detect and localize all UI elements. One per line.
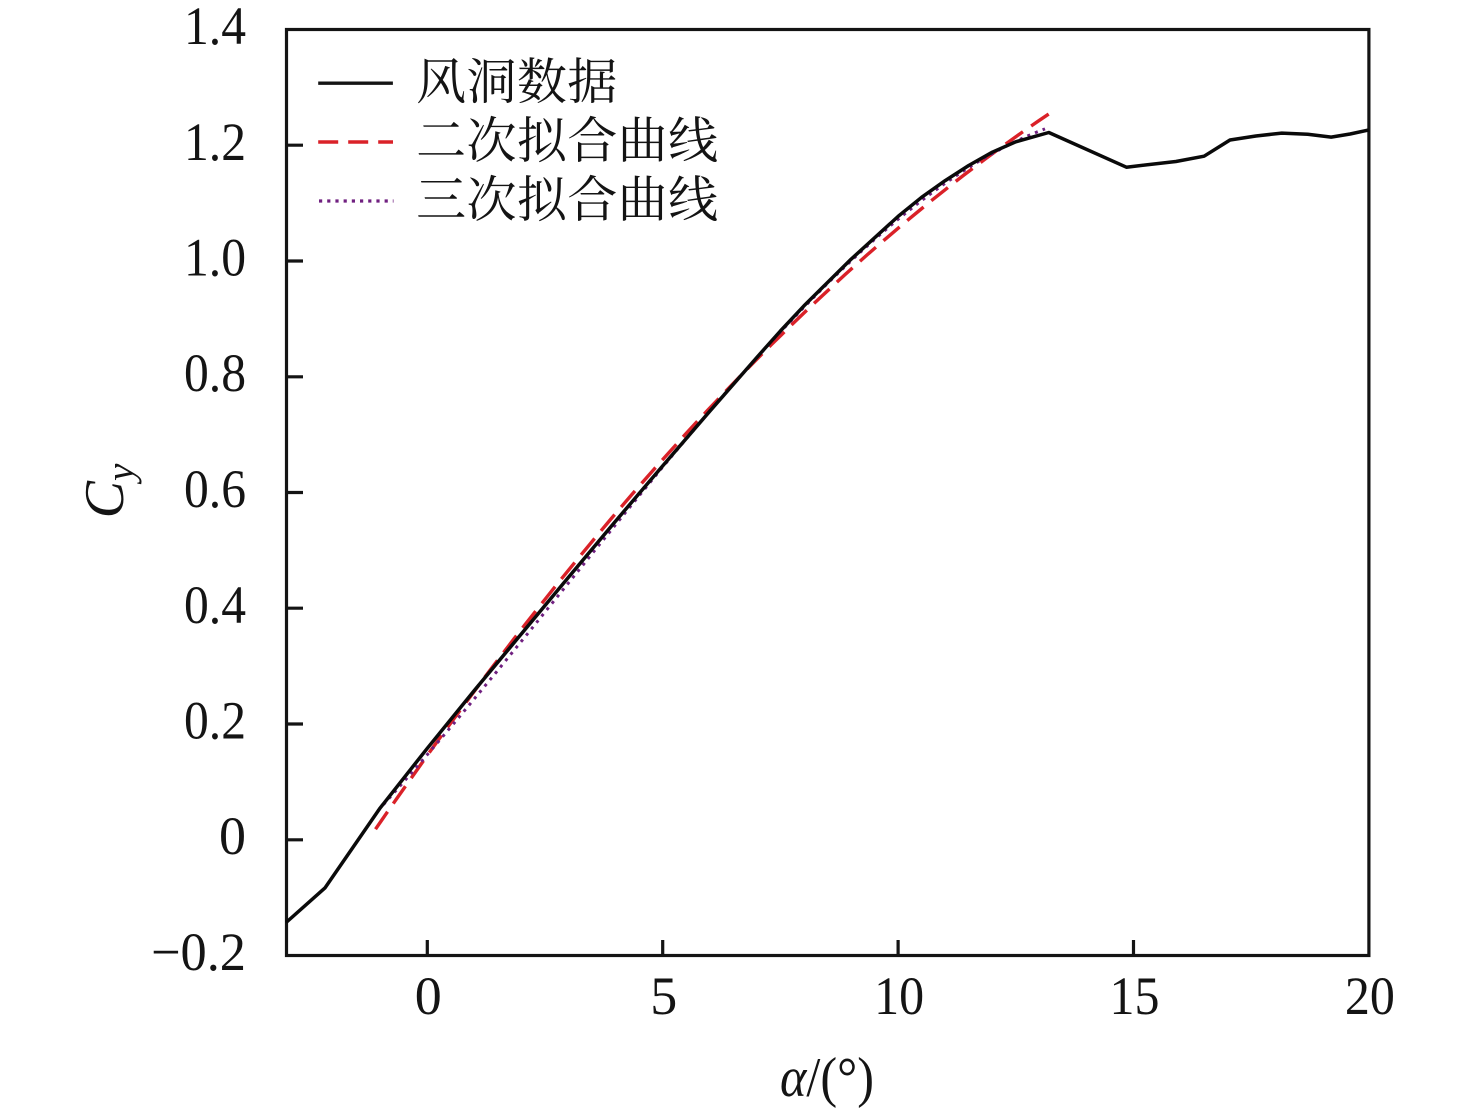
svg-text:0: 0: [415, 966, 442, 1026]
svg-text:0.2: 0.2: [184, 691, 246, 751]
svg-text:1.4: 1.4: [184, 0, 246, 56]
svg-text:α/(°): α/(°): [780, 1047, 874, 1109]
svg-text:0: 0: [219, 806, 246, 866]
svg-text:15: 15: [1110, 966, 1160, 1026]
svg-text:0.4: 0.4: [184, 575, 246, 635]
svg-text:20: 20: [1345, 966, 1395, 1026]
svg-text:1.0: 1.0: [184, 228, 246, 288]
svg-text:0.6: 0.6: [184, 459, 246, 519]
svg-text:−0.2: −0.2: [151, 922, 246, 982]
svg-text:10: 10: [874, 966, 924, 1026]
svg-text:1.2: 1.2: [184, 112, 246, 172]
svg-text:0.8: 0.8: [184, 343, 246, 403]
svg-text:5: 5: [650, 966, 677, 1026]
